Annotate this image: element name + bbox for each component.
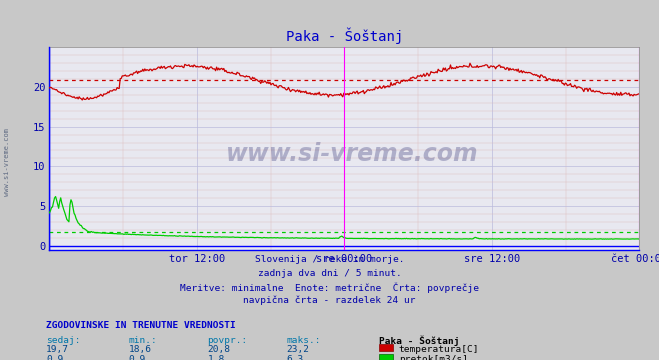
Text: Slovenija / reke in morje.: Slovenija / reke in morje. [255,255,404,264]
Text: min.:: min.: [129,336,158,345]
Text: 0,9: 0,9 [129,355,146,360]
Text: www.si-vreme.com: www.si-vreme.com [227,142,479,166]
Text: povpr.:: povpr.: [208,336,248,345]
Text: 18,6: 18,6 [129,345,152,354]
Text: sedaj:: sedaj: [46,336,80,345]
Text: 0,9: 0,9 [46,355,63,360]
Text: temperatura[C]: temperatura[C] [399,345,479,354]
Text: ZGODOVINSKE IN TRENUTNE VREDNOSTI: ZGODOVINSKE IN TRENUTNE VREDNOSTI [46,321,236,330]
Text: Paka - Šoštanj: Paka - Šoštanj [379,336,459,346]
Text: zadnja dva dni / 5 minut.: zadnja dva dni / 5 minut. [258,269,401,278]
Text: 1,8: 1,8 [208,355,225,360]
Text: pretok[m3/s]: pretok[m3/s] [399,355,468,360]
Text: 20,8: 20,8 [208,345,231,354]
Text: 19,7: 19,7 [46,345,69,354]
Title: Paka - Šoštanj: Paka - Šoštanj [286,28,403,44]
Text: maks.:: maks.: [287,336,321,345]
Text: Meritve: minimalne  Enote: metrične  Črta: povprečje: Meritve: minimalne Enote: metrične Črta:… [180,282,479,293]
Text: 6,3: 6,3 [287,355,304,360]
Text: www.si-vreme.com: www.si-vreme.com [3,128,10,196]
Text: navpična črta - razdelek 24 ur: navpična črta - razdelek 24 ur [243,296,416,305]
Text: 23,2: 23,2 [287,345,310,354]
